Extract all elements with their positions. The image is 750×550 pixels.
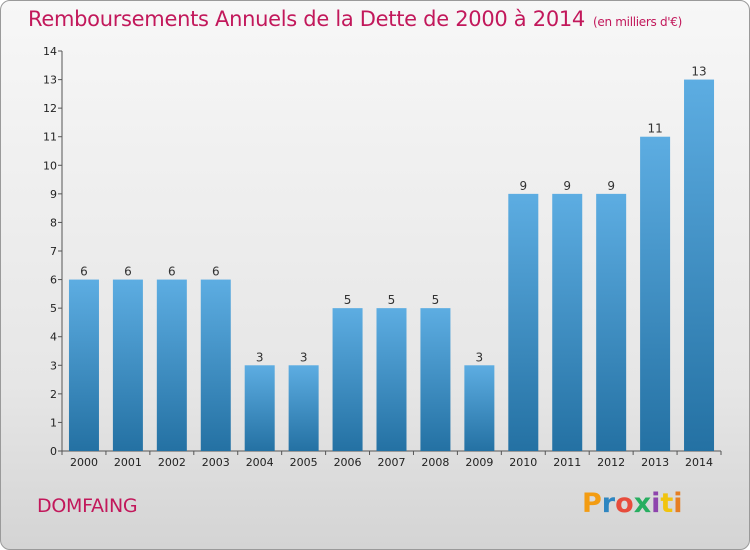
y-tick-label: 11 — [43, 131, 57, 144]
x-tick-label: 2003 — [202, 456, 230, 469]
y-tick-label: 14 — [43, 45, 57, 58]
chart-data-labels: 6 6 6 6 3 3 5 5 5 3 9 9 9 11 13 — [80, 65, 707, 365]
x-tick-label: 2008 — [421, 456, 449, 469]
bar — [508, 193, 539, 451]
x-tick-label: 2013 — [641, 456, 669, 469]
bar — [156, 279, 187, 451]
bar — [596, 193, 627, 451]
y-tick-label: 6 — [50, 274, 57, 287]
bar — [332, 308, 363, 451]
chart-title-text: Remboursements Annuels de la Dette de 20… — [28, 7, 585, 31]
bar-value-label: 9 — [563, 179, 571, 193]
y-tick-label: 8 — [50, 216, 57, 229]
y-tick-label: 0 — [50, 445, 57, 458]
x-tick-label: 2011 — [553, 456, 581, 469]
chart-unit: (en milliers d'€) — [593, 15, 683, 29]
x-tick-label: 2007 — [378, 456, 406, 469]
bar-value-label: 13 — [691, 65, 706, 79]
logo-letter: i — [673, 488, 683, 519]
y-tick-label: 10 — [43, 159, 57, 172]
x-tick-label: 2012 — [597, 456, 625, 469]
logo-letter: i — [651, 488, 661, 519]
bar-value-label: 6 — [212, 265, 220, 279]
bar — [288, 365, 319, 451]
y-tick-label: 12 — [43, 102, 57, 115]
bar-value-label: 3 — [476, 350, 484, 364]
y-tick-label: 5 — [50, 302, 57, 315]
x-tick-label: 2000 — [70, 456, 98, 469]
y-tick-label: 9 — [50, 188, 57, 201]
bar-value-label: 5 — [432, 293, 440, 307]
x-tick-label: 2005 — [290, 456, 318, 469]
x-tick-label: 2002 — [158, 456, 186, 469]
bar — [684, 79, 715, 452]
bar-value-label: 5 — [344, 293, 352, 307]
bar-value-label: 9 — [519, 179, 527, 193]
logo-letter: r — [601, 488, 616, 519]
x-tick-label: 2009 — [465, 456, 493, 469]
y-tick-label: 2 — [50, 388, 57, 401]
bar — [640, 136, 671, 451]
bar — [112, 279, 143, 451]
y-tick-label: 7 — [50, 245, 57, 258]
commune-name: DOMFAING — [37, 495, 138, 517]
bar-value-label: 9 — [607, 179, 615, 193]
bar-value-label: 3 — [300, 350, 308, 364]
logo-letter: o — [615, 488, 634, 519]
x-tick-label: 2010 — [509, 456, 537, 469]
bar — [552, 193, 583, 451]
y-tick-label: 3 — [50, 359, 57, 372]
y-tick-label: 1 — [50, 416, 57, 429]
x-tick-label: 2001 — [114, 456, 142, 469]
logo-letter: t — [660, 488, 674, 519]
logo-letter: P — [582, 488, 602, 519]
x-tick-label: 2014 — [685, 456, 713, 469]
x-tick-label: 2006 — [334, 456, 362, 469]
bar — [244, 365, 275, 451]
bar — [376, 308, 407, 451]
bar-value-label: 11 — [647, 122, 662, 136]
bar-value-label: 6 — [168, 265, 176, 279]
bar — [464, 365, 495, 451]
bar-value-label: 3 — [256, 350, 264, 364]
bar-value-label: 6 — [124, 265, 132, 279]
logo-letter: x — [633, 488, 652, 519]
bar-value-label: 5 — [388, 293, 396, 307]
bar — [420, 308, 451, 451]
chart-title: Remboursements Annuels de la Dette de 20… — [28, 7, 682, 31]
bar — [68, 279, 99, 451]
y-tick-label: 13 — [43, 74, 57, 87]
y-tick-label: 4 — [50, 331, 57, 344]
bar-value-label: 6 — [80, 265, 88, 279]
chart-bars — [68, 79, 715, 452]
proxiti-logo: Proxiti — [582, 488, 683, 519]
bar — [200, 279, 231, 451]
x-tick-label: 2004 — [246, 456, 274, 469]
